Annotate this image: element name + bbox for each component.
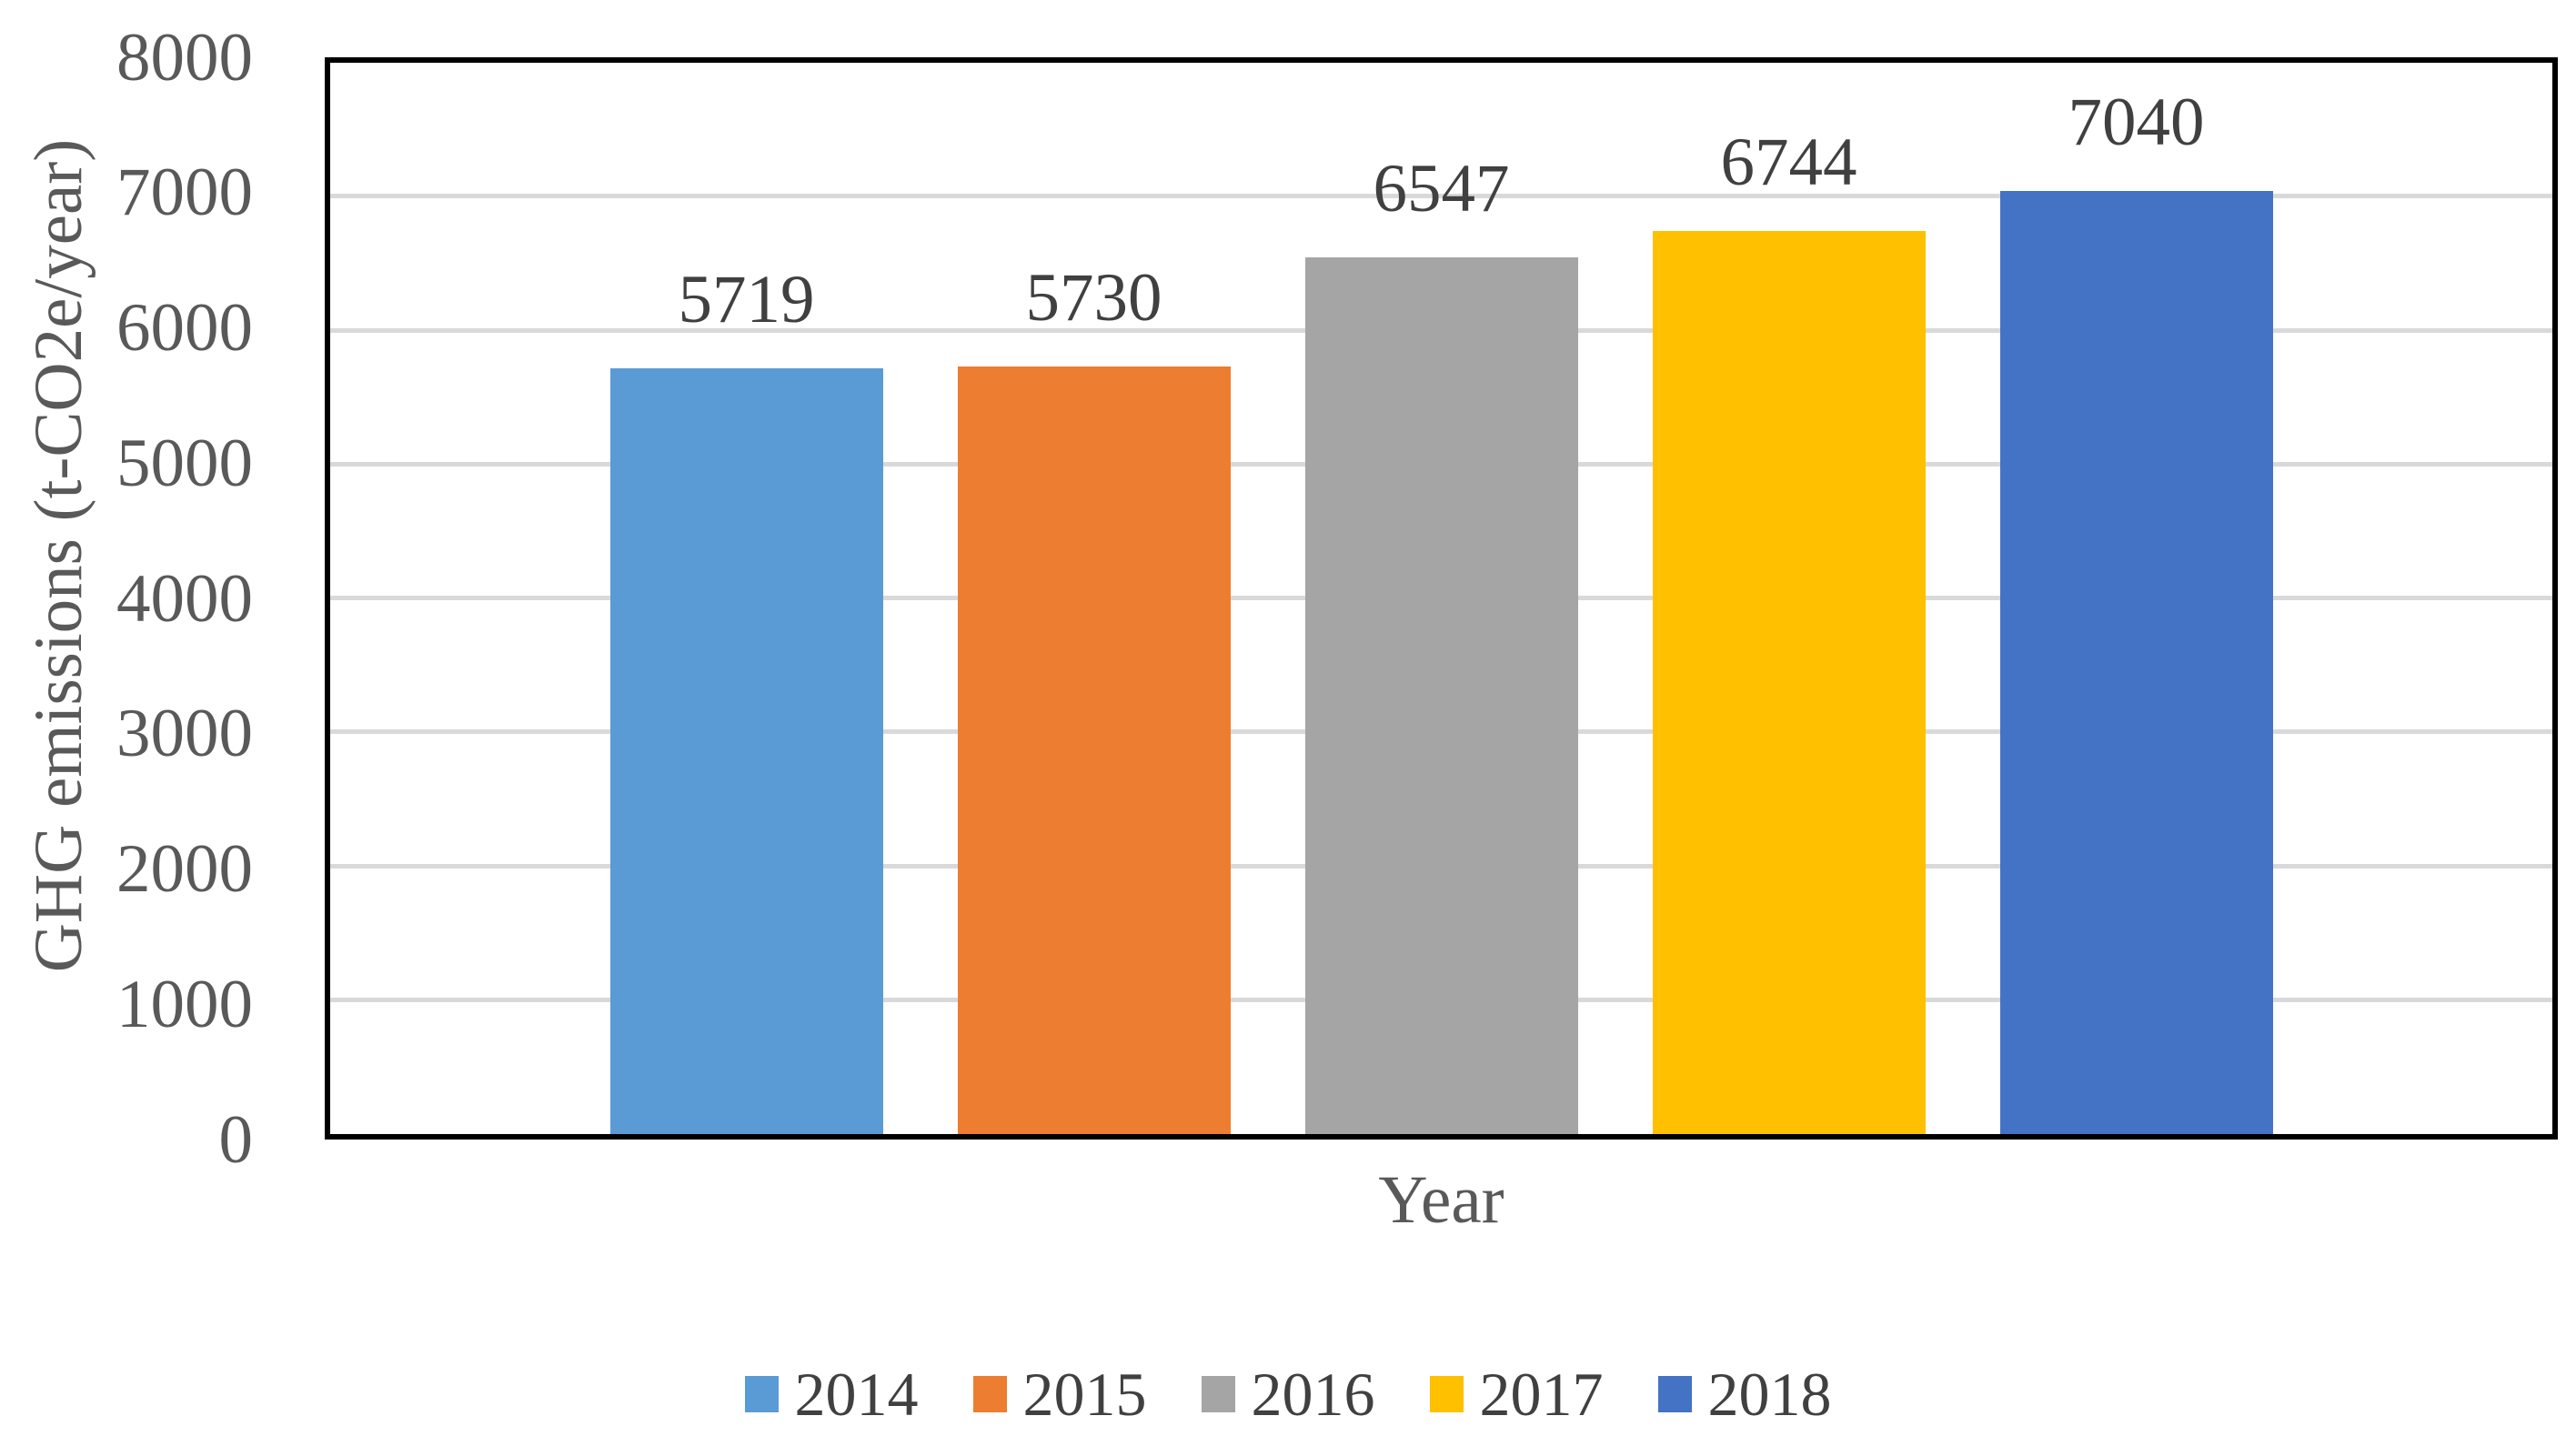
legend-item-2017: 2017 bbox=[1429, 1360, 1604, 1429]
x-axis-title: Year bbox=[1378, 1162, 1504, 1238]
bar-group-2017: 6744 bbox=[1652, 124, 1926, 1134]
legend-label-2017: 2017 bbox=[1479, 1360, 1604, 1429]
data-label-2017: 6744 bbox=[1720, 124, 1857, 200]
y-tick-label-6000: 6000 bbox=[116, 290, 253, 366]
bar-2014 bbox=[609, 367, 883, 1134]
gridline-7000 bbox=[330, 194, 2552, 199]
legend-item-2018: 2018 bbox=[1657, 1360, 1832, 1429]
y-tick-label-7000: 7000 bbox=[116, 155, 253, 231]
y-tick-label-0: 0 bbox=[218, 1101, 254, 1178]
y-tick-label-2000: 2000 bbox=[116, 831, 253, 907]
legend-item-2016: 2016 bbox=[1201, 1360, 1375, 1429]
data-label-2016: 6547 bbox=[1373, 150, 1510, 226]
data-label-2018: 7040 bbox=[2068, 85, 2205, 161]
y-tick-label-8000: 8000 bbox=[116, 19, 253, 95]
bar-2016 bbox=[1304, 256, 1578, 1134]
bar-group-2016: 6547 bbox=[1304, 150, 1578, 1134]
y-tick-label-3000: 3000 bbox=[116, 696, 253, 772]
legend-marker-2018-icon bbox=[1657, 1376, 1692, 1412]
y-tick-label-4000: 4000 bbox=[116, 560, 253, 637]
plot-area: 5719 5730 6547 6744 7040 bbox=[325, 57, 2558, 1140]
legend-label-2014: 2014 bbox=[794, 1360, 919, 1429]
legend-label-2018: 2018 bbox=[1707, 1360, 1832, 1429]
legend: 2014 2015 2016 2017 2018 bbox=[0, 1358, 2576, 1431]
bar-2017 bbox=[1652, 230, 1926, 1134]
data-label-2015: 5730 bbox=[1025, 260, 1162, 336]
legend-marker-2015-icon bbox=[972, 1376, 1007, 1412]
y-tick-label-5000: 5000 bbox=[116, 425, 253, 501]
legend-item-2015: 2015 bbox=[972, 1360, 1147, 1429]
legend-item-2014: 2014 bbox=[744, 1360, 919, 1429]
bar-group-2014: 5719 bbox=[609, 261, 883, 1134]
bar-group-2015: 5730 bbox=[957, 260, 1231, 1134]
data-label-2014: 5719 bbox=[678, 261, 815, 337]
legend-label-2016: 2016 bbox=[1251, 1360, 1375, 1429]
legend-label-2015: 2015 bbox=[1022, 1360, 1147, 1429]
legend-marker-2016-icon bbox=[1201, 1376, 1235, 1412]
bar-2018 bbox=[1999, 191, 2273, 1134]
y-tick-label-1000: 1000 bbox=[116, 966, 253, 1042]
bar-group-2018: 7040 bbox=[1999, 85, 2273, 1134]
bar-series: 5719 5730 6547 6744 7040 bbox=[330, 63, 2552, 1134]
bar-2015 bbox=[957, 367, 1231, 1134]
legend-marker-2014-icon bbox=[744, 1376, 779, 1412]
legend-marker-2017-icon bbox=[1429, 1376, 1464, 1412]
y-axis-tick-labels: 0 1000 2000 3000 4000 5000 6000 7000 8000 bbox=[0, 24, 253, 1174]
